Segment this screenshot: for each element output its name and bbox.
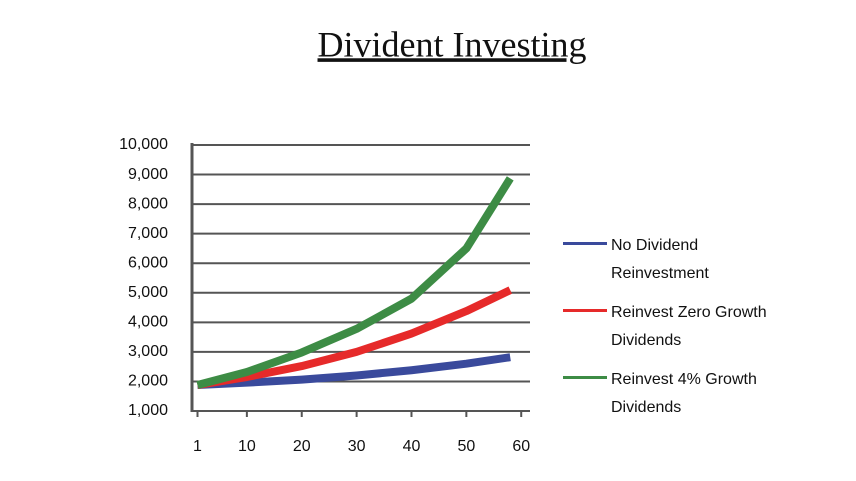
y-tick-label: 10,000 xyxy=(119,136,168,153)
y-tick-label: 9,000 xyxy=(128,166,168,183)
y-tick-label: 2,000 xyxy=(128,373,168,390)
y-tick-label: 3,000 xyxy=(128,343,168,360)
legend-label: Reinvest 4% Growth Dividends xyxy=(611,371,757,416)
x-tick-label: 20 xyxy=(293,438,311,455)
legend-label: Reinvest Zero Growth Dividends xyxy=(611,304,767,349)
y-tick-label: 7,000 xyxy=(128,225,168,242)
legend-label: No Dividend Reinvestment xyxy=(611,237,709,282)
series-line xyxy=(197,353,511,389)
y-tick-label: 4,000 xyxy=(128,314,168,331)
legend-swatch xyxy=(563,309,607,312)
x-tick-label: 10 xyxy=(238,438,256,455)
series-line xyxy=(196,176,514,389)
legend-swatch xyxy=(563,242,607,245)
y-tick-label: 8,000 xyxy=(128,195,168,212)
y-tick-label: 6,000 xyxy=(128,254,168,271)
x-tick-label: 1 xyxy=(193,438,202,455)
series-line xyxy=(196,286,512,389)
x-tick-label: 60 xyxy=(512,438,530,455)
y-tick-label: 1,000 xyxy=(128,402,168,419)
y-tick-label: 5,000 xyxy=(128,284,168,301)
chart-title: Divident Investing xyxy=(318,24,587,64)
x-tick-label: 30 xyxy=(348,438,366,455)
x-tick-label: 40 xyxy=(403,438,421,455)
legend-swatch xyxy=(563,376,607,379)
x-tick-label: 50 xyxy=(457,438,475,455)
